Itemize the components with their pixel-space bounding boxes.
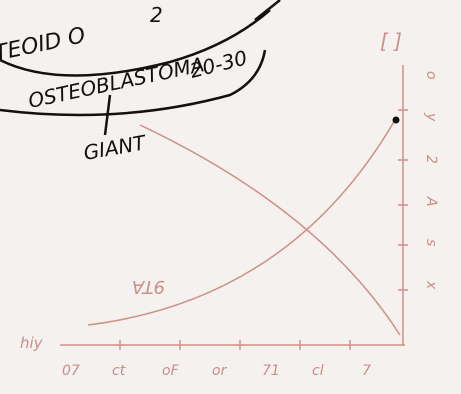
y-tick-label: A xyxy=(423,196,439,207)
corner-mark: [ ] xyxy=(380,29,402,53)
y-axis-label: hiy xyxy=(20,334,44,352)
x-tick-label: or xyxy=(212,363,228,379)
sketch-photo: TEOID O 2 OSTEOBLASTOMA 20-30 GIANT 9TA … xyxy=(0,0,461,394)
y-tick-label: x xyxy=(423,280,439,290)
x-tick-label: 7 xyxy=(362,363,371,379)
y-tick-label: s xyxy=(423,239,439,246)
x-tick-label: 71 xyxy=(262,363,280,379)
curve-label: 9TA xyxy=(132,276,165,297)
note-number: 2 xyxy=(150,3,163,27)
y-tick-label: y xyxy=(423,112,439,122)
x-tick-label: 07 xyxy=(62,363,80,379)
x-tick-label: cl xyxy=(312,363,324,379)
x-tick-label: ct xyxy=(112,363,126,379)
x-tick-label: oF xyxy=(162,363,180,379)
y-tick-label: o xyxy=(423,71,439,80)
y-tick-label: 2 xyxy=(423,155,439,164)
dot xyxy=(393,117,400,124)
